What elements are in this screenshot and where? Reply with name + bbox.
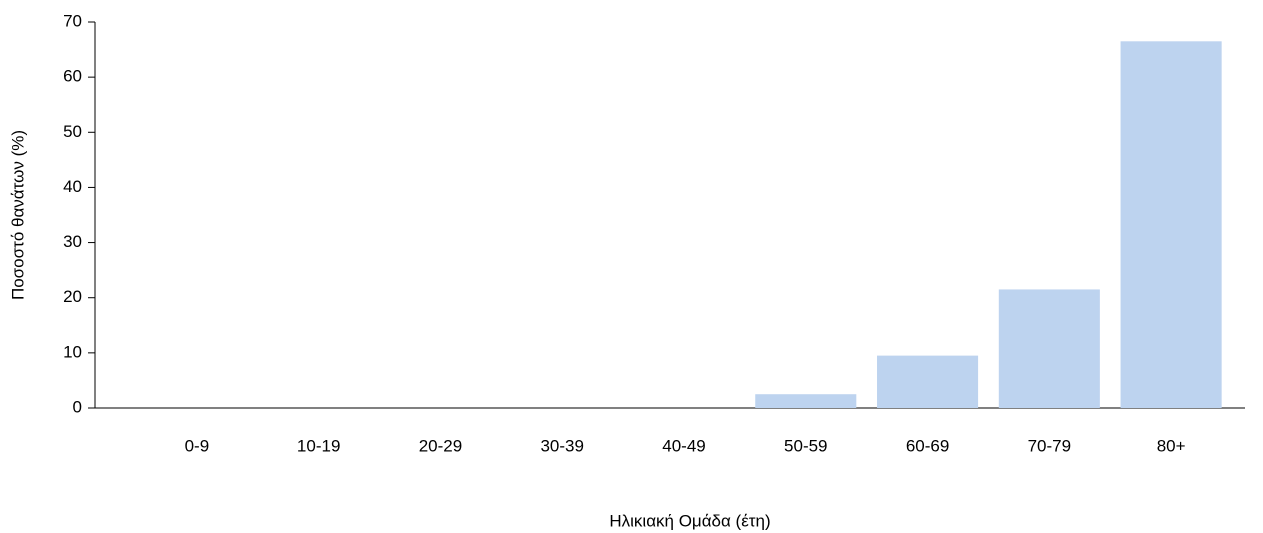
x-tick-label: 70-79 xyxy=(1028,436,1071,455)
y-tick-label: 40 xyxy=(63,177,82,196)
x-tick-label: 30-39 xyxy=(540,436,583,455)
x-tick-label: 10-19 xyxy=(297,436,340,455)
y-tick-label: 30 xyxy=(63,232,82,251)
x-tick-label: 0-9 xyxy=(185,436,210,455)
x-tick-label: 60-69 xyxy=(906,436,949,455)
bar xyxy=(1120,41,1222,409)
y-tick-label: 0 xyxy=(73,397,82,416)
x-tick-label: 20-29 xyxy=(419,436,462,455)
bar xyxy=(877,355,979,408)
bar xyxy=(755,394,857,408)
x-axis-label: Ηλικιακή Ομάδα (έτη) xyxy=(609,511,770,530)
bar xyxy=(998,289,1100,408)
x-tick-label: 80+ xyxy=(1157,436,1186,455)
y-tick-label: 10 xyxy=(63,342,82,361)
y-tick-label: 60 xyxy=(63,67,82,86)
y-tick-label: 70 xyxy=(63,11,82,30)
x-tick-label: 50-59 xyxy=(784,436,827,455)
y-tick-label: 50 xyxy=(63,122,82,141)
y-tick-label: 20 xyxy=(63,287,82,306)
y-axis-label: Ποσοστό θανάτων (%) xyxy=(8,130,27,300)
x-tick-label: 40-49 xyxy=(662,436,705,455)
